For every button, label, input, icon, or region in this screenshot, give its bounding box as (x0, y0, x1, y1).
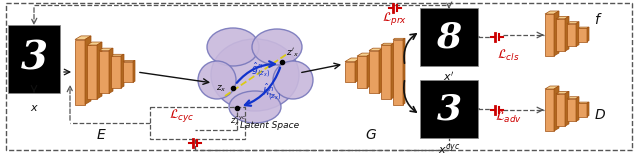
Text: 8: 8 (436, 20, 461, 54)
Polygon shape (545, 86, 559, 89)
Polygon shape (121, 54, 124, 88)
Polygon shape (381, 45, 391, 99)
Polygon shape (587, 27, 589, 42)
Polygon shape (133, 60, 135, 82)
Text: $G$: $G$ (365, 128, 377, 142)
Polygon shape (75, 40, 85, 104)
Text: $\mathcal{L}_{cls}$: $\mathcal{L}_{cls}$ (497, 47, 519, 63)
Ellipse shape (273, 61, 313, 99)
Bar (420, 8, 478, 66)
Text: $\hat{g}^n_{(z_x)}$: $\hat{g}^n_{(z_x)}$ (252, 61, 271, 79)
Text: $z_x^{cyc}$: $z_x^{cyc}$ (230, 115, 246, 128)
Polygon shape (75, 36, 91, 40)
Ellipse shape (252, 29, 302, 65)
Text: $\mathcal{L}_{cyc}$: $\mathcal{L}_{cyc}$ (169, 108, 195, 124)
Polygon shape (393, 38, 405, 40)
Polygon shape (554, 86, 559, 131)
Ellipse shape (229, 91, 281, 123)
Polygon shape (403, 38, 405, 104)
Polygon shape (85, 36, 91, 104)
Ellipse shape (207, 28, 259, 66)
Polygon shape (567, 97, 579, 99)
Polygon shape (393, 40, 403, 104)
Polygon shape (99, 51, 109, 93)
Ellipse shape (211, 39, 299, 111)
Polygon shape (556, 16, 569, 19)
Polygon shape (379, 48, 383, 93)
Polygon shape (565, 16, 569, 51)
Polygon shape (545, 14, 554, 56)
Polygon shape (556, 91, 569, 94)
Polygon shape (123, 60, 135, 62)
Polygon shape (556, 19, 565, 51)
Polygon shape (567, 24, 576, 46)
Polygon shape (111, 56, 121, 88)
Polygon shape (576, 97, 579, 122)
Text: 3: 3 (20, 40, 47, 78)
Bar (8, 25, 60, 93)
Text: 3: 3 (436, 92, 461, 126)
Polygon shape (87, 42, 102, 45)
Polygon shape (357, 56, 367, 88)
Bar (420, 80, 478, 138)
Polygon shape (357, 53, 372, 56)
Polygon shape (578, 27, 589, 28)
Polygon shape (391, 43, 394, 99)
Polygon shape (123, 62, 133, 82)
Text: $\mathcal{L}_{prx}$: $\mathcal{L}_{prx}$ (383, 9, 408, 27)
Text: $\mathcal{L}_{adv}$: $\mathcal{L}_{adv}$ (495, 109, 522, 125)
Polygon shape (381, 43, 394, 45)
Text: $x$: $x$ (29, 103, 38, 113)
Polygon shape (567, 22, 579, 24)
Polygon shape (554, 11, 559, 56)
Text: $x^{cyc}$: $x^{cyc}$ (438, 142, 460, 155)
Text: $f$: $f$ (594, 11, 603, 27)
Polygon shape (87, 45, 97, 99)
Polygon shape (578, 28, 587, 42)
Polygon shape (567, 99, 576, 122)
Text: Latent Space: Latent Space (241, 120, 300, 129)
Polygon shape (345, 58, 361, 62)
Polygon shape (111, 54, 124, 56)
Polygon shape (355, 58, 361, 82)
Polygon shape (587, 102, 589, 117)
Text: $z_x$: $z_x$ (216, 84, 227, 94)
Polygon shape (556, 94, 565, 126)
Polygon shape (545, 89, 554, 131)
Polygon shape (369, 51, 379, 93)
Polygon shape (109, 48, 113, 93)
Polygon shape (578, 103, 587, 117)
Polygon shape (578, 102, 589, 103)
Polygon shape (97, 42, 102, 99)
Text: $z'_x$: $z'_x$ (286, 46, 299, 59)
Polygon shape (345, 62, 355, 82)
Ellipse shape (198, 61, 236, 99)
Text: $E$: $E$ (95, 128, 106, 142)
Polygon shape (99, 48, 113, 51)
Polygon shape (545, 11, 559, 14)
Polygon shape (369, 48, 383, 51)
Text: $D$: $D$ (594, 108, 606, 122)
Polygon shape (367, 53, 372, 88)
Polygon shape (576, 22, 579, 46)
Text: $x'$: $x'$ (444, 70, 454, 83)
Text: $\hat{h}^n_{(z_x)}$: $\hat{h}^n_{(z_x)}$ (262, 82, 282, 102)
Polygon shape (565, 91, 569, 126)
